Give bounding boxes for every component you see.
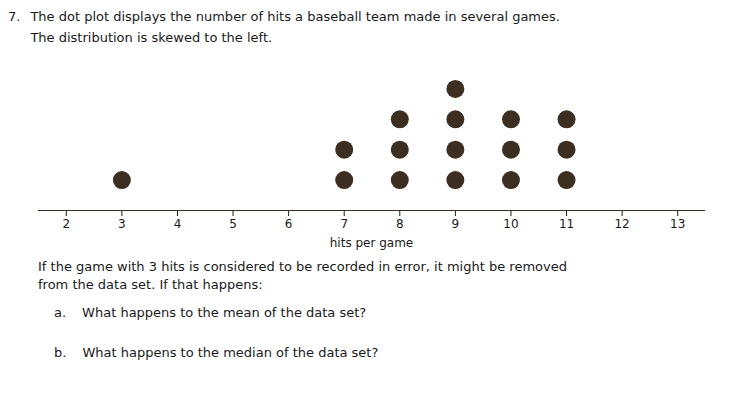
svg-text:10: 10 <box>503 217 518 231</box>
html-text:The distribution is skewed to: The distribution is skewed to the left. <box>30 30 273 45</box>
svg-text:8: 8 <box>396 217 404 231</box>
svg-text:7: 7 <box>340 217 348 231</box>
html-text:The dot plot displays the numb: The dot plot displays the number of hits… <box>30 9 560 24</box>
html-text:from the data set. If that hap: from the data set. If that happens: <box>38 277 263 292</box>
html-text:What happens to the mean of th: What happens to the mean of the data set… <box>82 305 367 320</box>
svg-text:13: 13 <box>670 217 685 231</box>
html-text:hits per game: hits per game <box>329 236 414 250</box>
html-text:a.: a. <box>54 305 67 320</box>
html-text:b.: b. <box>54 345 67 360</box>
svg-text:6: 6 <box>285 217 293 231</box>
svg-text:4: 4 <box>174 217 182 231</box>
html-text:7.: 7. <box>8 9 21 24</box>
svg-text:3: 3 <box>118 217 126 231</box>
svg-text:12: 12 <box>614 217 629 231</box>
html-text:What happens to the median of: What happens to the median of the data s… <box>82 345 379 360</box>
svg-text:9: 9 <box>452 217 460 231</box>
svg-text:2: 2 <box>62 217 70 231</box>
svg-text:5: 5 <box>229 217 237 231</box>
html-text:If the game with 3 hits is con: If the game with 3 hits is considered to… <box>38 259 567 274</box>
svg-text:11: 11 <box>559 217 574 231</box>
